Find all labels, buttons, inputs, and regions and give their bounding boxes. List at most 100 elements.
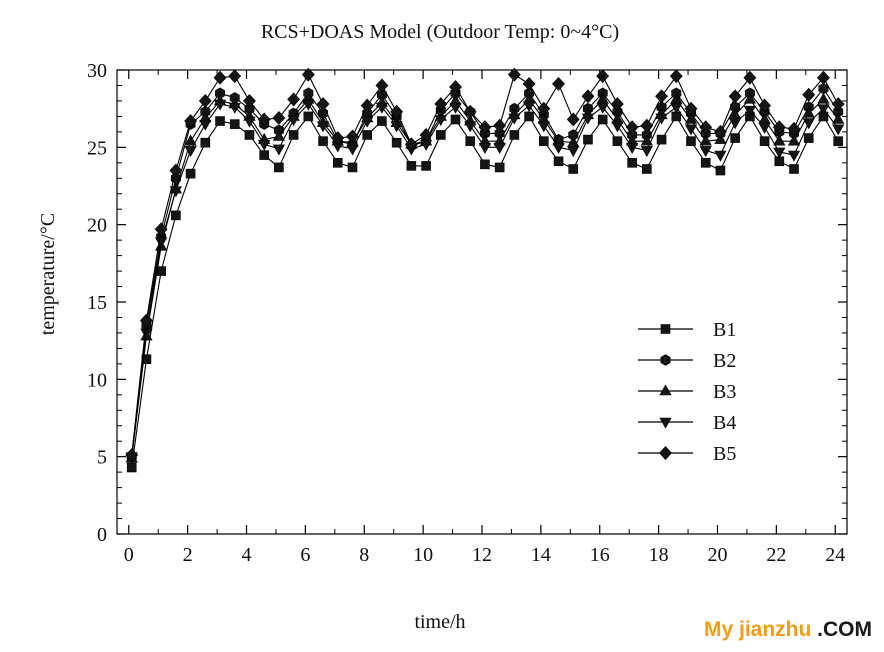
data-point-B4 [434, 115, 447, 127]
data-point-B1 [347, 162, 358, 173]
data-point-B4 [670, 102, 683, 114]
data-point-B5 [346, 129, 359, 144]
data-point-B5 [463, 104, 477, 119]
data-point-B4 [213, 99, 227, 111]
data-point-B5 [743, 70, 757, 85]
legend-marker [659, 417, 672, 429]
data-point-B4 [729, 118, 742, 130]
data-point-B4 [272, 144, 286, 156]
data-point-B5 [375, 78, 389, 93]
data-point-B5 [390, 104, 404, 119]
x-tick-label: 24 [825, 544, 845, 566]
data-point-B1 [435, 130, 446, 140]
data-point-B5 [404, 137, 418, 152]
data-point-B4 [316, 121, 330, 133]
data-point-B4 [258, 139, 271, 151]
data-point-B5 [728, 89, 742, 104]
data-point-B4 [537, 121, 550, 133]
data-point-B1 [229, 119, 240, 129]
legend-marker [659, 384, 672, 396]
legend-label: B4 [713, 412, 736, 434]
data-point-B4 [552, 143, 565, 154]
data-point-B3 [272, 129, 286, 141]
data-point-B1 [524, 111, 534, 122]
data-point-B4 [684, 124, 698, 136]
data-point-B1 [185, 168, 196, 179]
data-point-B4 [199, 119, 212, 131]
data-point-B5 [287, 92, 301, 107]
data-point-B4 [140, 328, 153, 340]
data-point-B1 [244, 130, 255, 140]
data-point-B4 [287, 115, 300, 127]
data-point-B5 [640, 118, 654, 133]
series-B5 [125, 67, 845, 463]
data-point-B5 [169, 163, 183, 178]
data-point-B5 [478, 120, 492, 135]
data-point-B1 [612, 136, 623, 146]
data-point-B1 [730, 133, 740, 143]
y-tick-label: 30 [87, 60, 107, 82]
data-point-B5 [537, 101, 551, 116]
data-point-B4 [611, 121, 624, 133]
data-point-B5 [787, 121, 801, 136]
data-point-B5 [684, 101, 698, 116]
series-layer [125, 67, 845, 473]
chart-title: RCS+DOAS Model (Outdoor Temp: 0~4°C) [261, 21, 619, 43]
x-tick-label: 4 [242, 544, 252, 566]
legend-marker [660, 354, 671, 366]
data-point-B5 [772, 120, 786, 135]
data-point-B4 [375, 102, 389, 114]
data-point-B4 [464, 121, 477, 133]
y-tick-label: 0 [97, 524, 107, 546]
data-point-B1 [406, 161, 417, 171]
data-point-B4 [802, 118, 815, 130]
data-point-B4 [493, 143, 506, 154]
data-point-B5 [625, 120, 639, 135]
y-tick-label: 5 [97, 447, 107, 469]
data-point-B5 [507, 67, 521, 82]
data-point-B3 [699, 134, 712, 146]
data-point-B4 [243, 116, 256, 128]
data-point-B1 [759, 136, 770, 146]
data-point-B4 [817, 104, 830, 116]
data-point-B1 [421, 161, 431, 171]
data-point-B1 [686, 136, 696, 146]
data-point-B4 [773, 147, 786, 159]
legend: B1 B2 B3 B4 B5 [638, 319, 736, 465]
watermark: My jianzhu .COM [704, 618, 872, 642]
data-point-B5 [802, 87, 816, 102]
data-point-B5 [552, 76, 565, 91]
y-axis: 0 5 10 15 20 25 30 [87, 60, 847, 546]
legend-label: B2 [713, 350, 736, 372]
data-point-B1 [700, 158, 711, 168]
legend-item-B1: B1 [638, 319, 736, 341]
data-point-B5 [566, 112, 580, 127]
data-point-B4 [228, 102, 241, 114]
data-point-B1 [789, 164, 799, 174]
legend-marker [660, 324, 671, 334]
watermark-domain: .COM [811, 618, 872, 641]
x-tick-label: 2 [183, 544, 193, 566]
data-point-B1 [597, 114, 608, 125]
data-point-B5 [257, 112, 271, 127]
x-tick-label: 6 [300, 544, 310, 566]
data-point-B4 [640, 146, 653, 158]
x-tick-label: 14 [531, 544, 551, 566]
data-point-B4 [302, 99, 315, 111]
data-point-B5 [228, 69, 242, 84]
data-point-B5 [125, 448, 139, 463]
data-point-B1 [568, 164, 579, 174]
data-point-B1 [171, 210, 181, 221]
data-point-B5 [699, 120, 713, 135]
x-tick-label: 22 [766, 544, 786, 566]
data-point-B5 [360, 98, 374, 113]
data-point-B5 [419, 128, 433, 142]
data-point-B1 [215, 116, 225, 126]
data-point-B1 [583, 134, 593, 145]
series-line-B4 [131, 103, 839, 457]
legend-label: B5 [713, 443, 736, 465]
data-point-B4 [787, 150, 801, 162]
data-point-B4 [699, 146, 712, 158]
data-point-B3 [802, 106, 815, 118]
watermark-brand: My jianzhu [703, 618, 812, 641]
